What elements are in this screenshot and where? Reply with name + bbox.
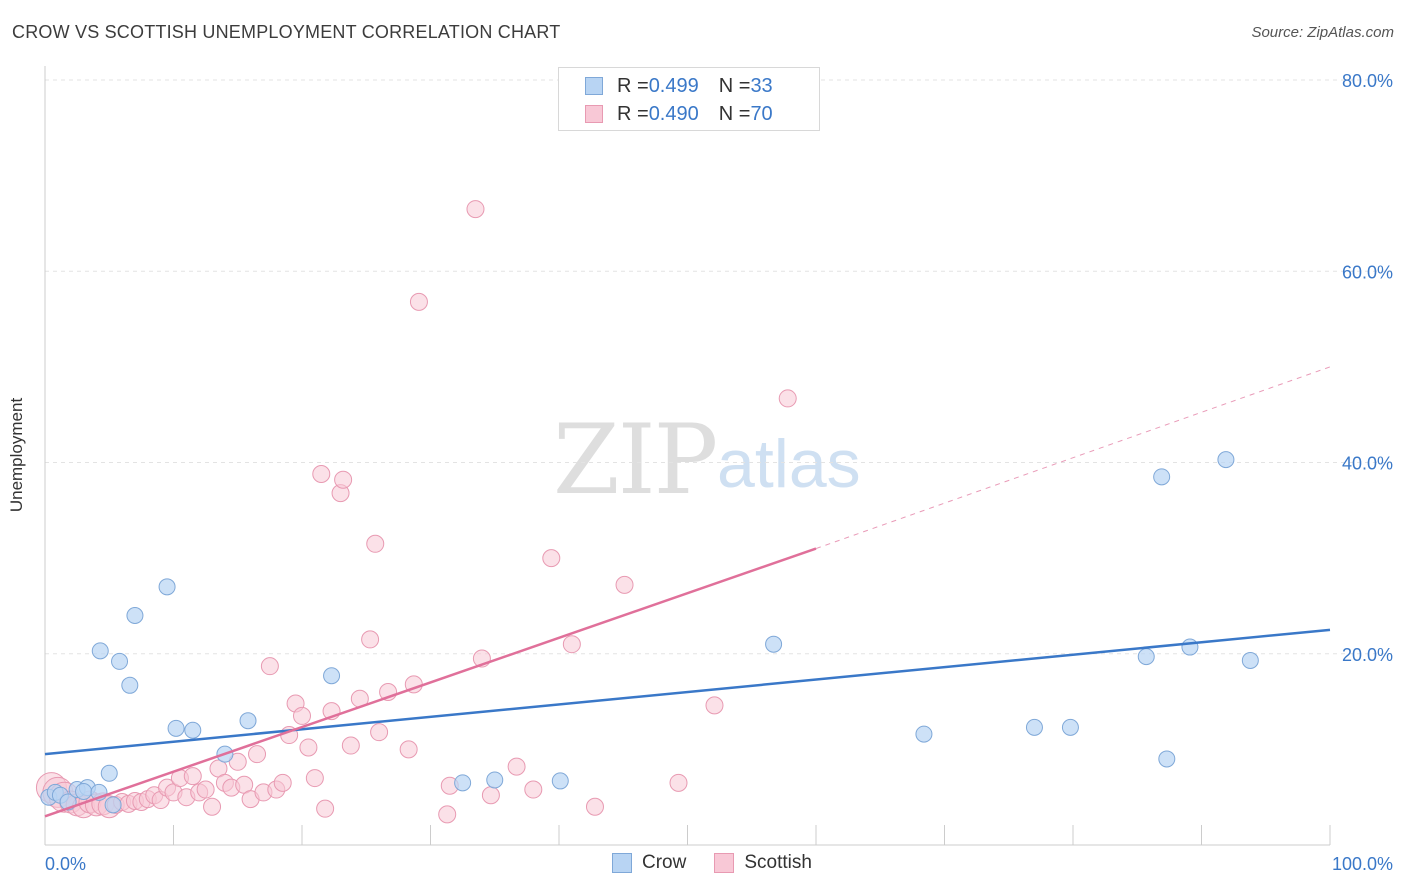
scottish-point xyxy=(293,706,311,725)
crow-point xyxy=(551,772,569,790)
crow-point xyxy=(184,721,202,739)
crow-point xyxy=(239,712,257,730)
legend-n-value: 33 xyxy=(750,74,773,97)
crow-point xyxy=(104,796,122,814)
legend-row-scottish: R = 0.490 N = 70 xyxy=(585,102,773,126)
legend-row-crow: R = 0.499 N = 33 xyxy=(585,74,773,98)
x-tick-label: 0.0% xyxy=(45,854,86,874)
scottish-point xyxy=(299,738,318,757)
scottish-point xyxy=(562,635,581,654)
legend-n-label: N = xyxy=(718,74,751,97)
legend-r-value: 0.490 xyxy=(648,102,699,125)
watermark-atlas: atlas xyxy=(717,426,861,502)
scottish-point xyxy=(203,797,222,816)
legend-n-value: 70 xyxy=(750,102,773,125)
legend-item-crow[interactable]: Crow xyxy=(612,852,686,874)
y-axis-label: Unemployment xyxy=(7,397,26,513)
legend-r-label: R = xyxy=(617,74,649,97)
scottish-point xyxy=(305,769,324,788)
crow-point xyxy=(100,764,118,782)
crow-point xyxy=(486,771,504,789)
crow-point xyxy=(1137,648,1155,666)
crow-swatch-icon xyxy=(612,853,632,873)
crow-point xyxy=(121,676,139,694)
scottish-point xyxy=(409,292,428,311)
scottish-point xyxy=(705,696,724,715)
scottish-point xyxy=(542,549,561,568)
scottish-point xyxy=(507,757,526,776)
crow-point xyxy=(91,642,109,660)
scottish-point xyxy=(481,786,500,805)
scottish-point xyxy=(228,752,247,771)
scottish-point xyxy=(183,767,202,786)
source-credit: Source: ZipAtlas.com xyxy=(1251,24,1394,41)
crow-point xyxy=(1158,750,1176,768)
crow-point xyxy=(1181,638,1199,656)
legend-item-scottish[interactable]: Scottish xyxy=(714,852,812,874)
legend-r-label: R = xyxy=(617,102,649,125)
scottish-point xyxy=(466,200,485,219)
crow-point xyxy=(126,607,144,624)
y-tick-label: 20.0% xyxy=(1342,645,1393,665)
scottish-point xyxy=(334,470,353,489)
crow-point xyxy=(111,652,129,670)
scottish-point xyxy=(438,805,457,824)
crow-point xyxy=(1025,718,1043,736)
x-tick-label: 100.0% xyxy=(1332,854,1393,874)
chart-title: CROW VS SCOTTISH UNEMPLOYMENT CORRELATIO… xyxy=(12,22,561,42)
crow-point xyxy=(158,578,176,596)
correlation-legend: R = 0.499 N = 33 R = 0.490 N = 70 xyxy=(558,67,820,131)
crow-point xyxy=(765,635,783,653)
scottish-point xyxy=(585,797,604,816)
crow-trend-line xyxy=(44,628,1331,756)
crow-point xyxy=(167,719,185,737)
scottish-point xyxy=(366,534,385,553)
scottish-point xyxy=(399,740,418,759)
scottish-point xyxy=(196,780,215,799)
watermark-zip: ZIP xyxy=(553,404,718,516)
crow-point xyxy=(1153,468,1171,486)
crow-point xyxy=(1241,651,1259,669)
y-tick-label: 60.0% xyxy=(1342,262,1393,282)
y-tick-label: 40.0% xyxy=(1342,454,1393,474)
series-legend: Crow Scottish xyxy=(612,852,840,874)
y-tick-label: 80.0% xyxy=(1342,71,1393,91)
scottish-point xyxy=(524,780,543,799)
scottish-point xyxy=(669,773,688,792)
crow-point xyxy=(323,667,341,685)
crow-swatch-icon xyxy=(585,77,603,95)
legend-n-label: N = xyxy=(718,102,751,125)
scottish-point xyxy=(260,657,279,676)
scottish-trend-extension xyxy=(815,366,1331,550)
scottish-point xyxy=(273,773,292,792)
scottish-swatch-icon xyxy=(585,105,603,123)
scottish-point xyxy=(248,745,267,764)
crow-point xyxy=(1061,718,1079,736)
scottish-point xyxy=(316,799,335,818)
legend-label-scottish: Scottish xyxy=(744,852,812,873)
scottish-point xyxy=(370,723,389,742)
crow-point xyxy=(915,725,933,743)
scottish-point xyxy=(312,464,331,483)
crow-point xyxy=(454,774,472,792)
legend-r-value: 0.499 xyxy=(648,74,699,97)
scottish-point xyxy=(361,630,380,649)
scottish-point xyxy=(615,575,634,594)
scottish-point xyxy=(778,389,797,408)
scottish-point xyxy=(341,736,360,755)
scottish-trend-line xyxy=(44,547,817,818)
legend-label-crow: Crow xyxy=(642,852,687,873)
crow-point xyxy=(75,782,93,800)
crow-point xyxy=(1217,451,1235,469)
scottish-swatch-icon xyxy=(714,853,735,873)
